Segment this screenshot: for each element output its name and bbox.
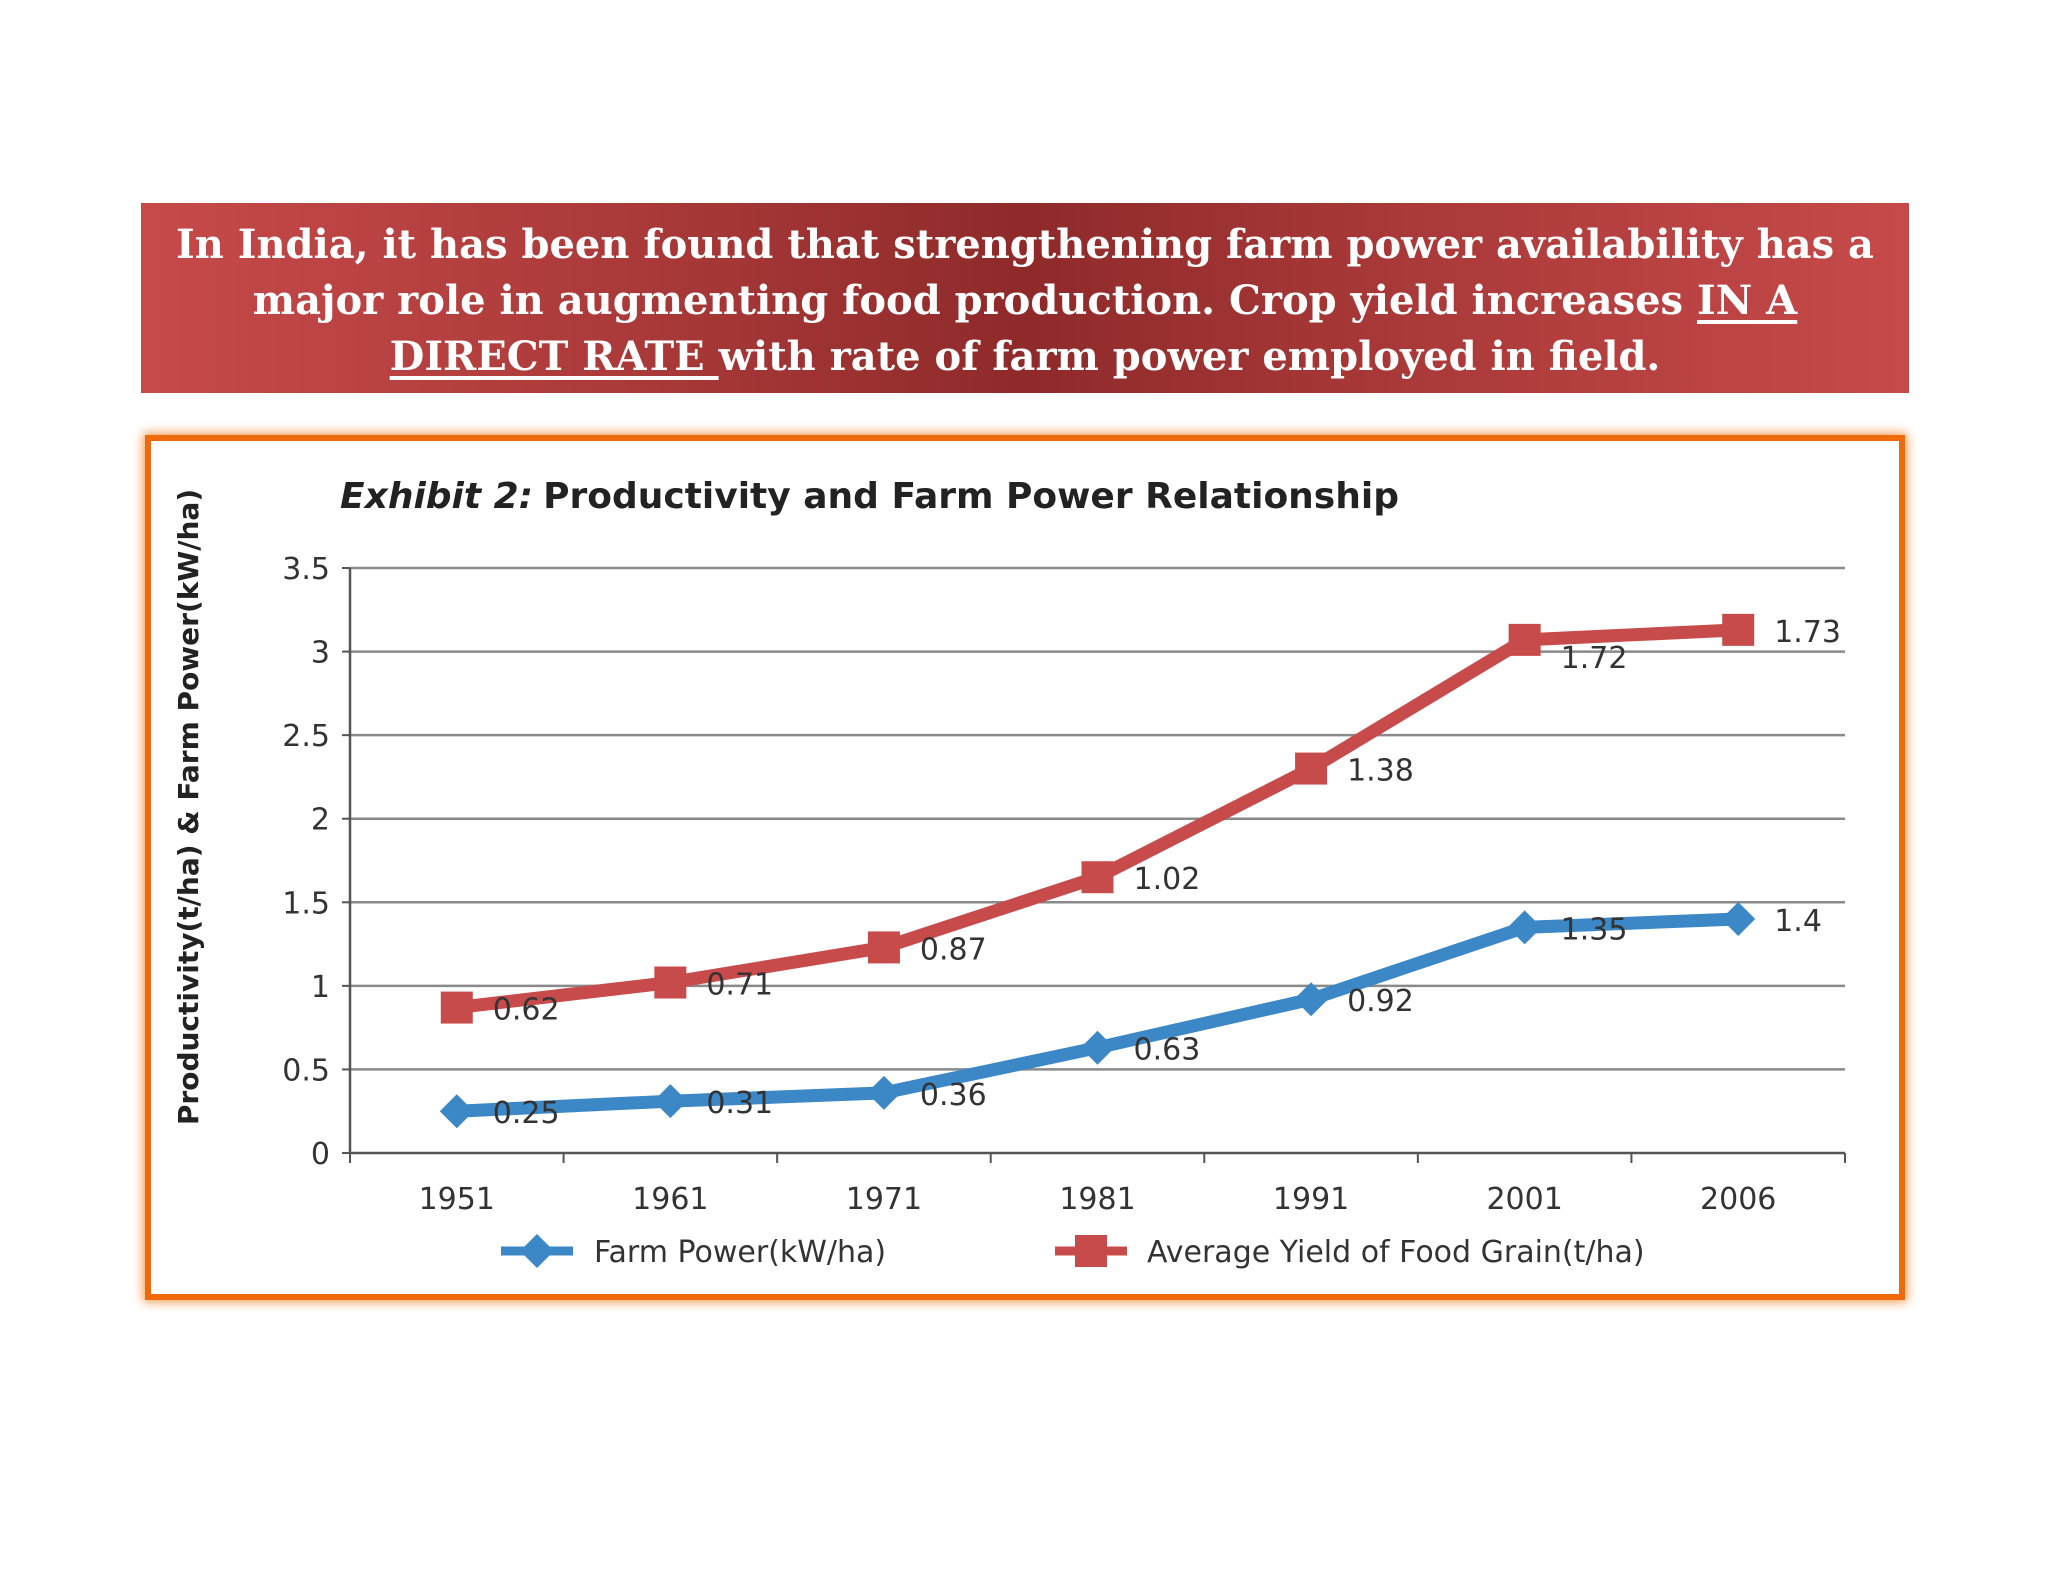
legend-label: Farm Power(kW/ha) (594, 1235, 886, 1270)
banner-text-before: In India, it has been found that strengt… (176, 221, 1874, 324)
diamond-marker (1507, 910, 1542, 945)
y-tick-label: 2 (311, 803, 330, 838)
data-label: 0.87 (920, 932, 987, 967)
diamond-marker (1721, 902, 1756, 936)
data-label: 1.72 (1561, 641, 1628, 676)
diamond-marker (439, 1094, 474, 1129)
chart-title-prefix: Exhibit 2: (340, 476, 533, 517)
square-marker (867, 931, 900, 964)
y-tick-label: 2.5 (282, 719, 330, 754)
data-label: 1.02 (1134, 862, 1201, 897)
banner-text-after: with rate of farm power employed in fiel… (718, 333, 1661, 380)
diamond-marker (653, 1084, 688, 1119)
diamond-marker (520, 1234, 554, 1268)
headline-banner: In India, it has been found that strengt… (141, 203, 1909, 393)
axes: 0 0.5 1 1.5 2 2.5 3 3.5 1951 1961 1971 1981 1991 2001… (282, 552, 1846, 1217)
data-label: 0.25 (493, 1096, 560, 1131)
square-marker (654, 966, 687, 999)
data-label: 1.4 (1774, 904, 1822, 939)
data-label: 0.31 (706, 1086, 773, 1121)
y-tick-label: 0.5 (282, 1053, 330, 1088)
y-tick-label: 3.5 (282, 552, 330, 587)
data-labels: 0.25 0.31 0.36 0.63 0.92 1.35 1.4 0.62 0.71 0.87 1… (493, 615, 1841, 1131)
square-marker (1508, 623, 1541, 656)
data-label: 1.38 (1347, 754, 1414, 789)
diamond-marker (866, 1075, 901, 1110)
chart-title: Exhibit 2: Productivity and Farm Power Re… (340, 476, 1399, 517)
x-tick-label: 1991 (1273, 1182, 1349, 1217)
y-tick-label: 3 (311, 636, 330, 671)
data-label: 1.35 (1561, 912, 1628, 947)
banner-text-underlined: IN A DIRECT RATE (389, 277, 1798, 380)
square-marker (1081, 861, 1114, 894)
y-tick-label: 0 (311, 1137, 330, 1172)
chart-title-main: Productivity and Farm Power Relationship (543, 476, 1399, 517)
data-label: 0.62 (493, 993, 560, 1028)
grid-lines (350, 566, 1845, 1071)
square-marker (440, 991, 473, 1024)
data-label: 0.92 (1347, 984, 1414, 1019)
series-line (450, 912, 1745, 1118)
data-label: 0.36 (920, 1078, 987, 1113)
legend-label: Average Yield of Food Grain(t/ha) (1147, 1235, 1645, 1270)
y-tick-label: 1.5 (282, 886, 330, 921)
x-tick-label: 2006 (1700, 1182, 1776, 1217)
x-tick-label: 2001 (1486, 1182, 1562, 1217)
square-marker (1295, 752, 1328, 785)
square-marker (1722, 613, 1755, 646)
y-axis-label: Productivity(t/ha) & Farm Power(kW/ha) (172, 489, 205, 1125)
series-lines (439, 613, 1756, 1129)
x-tick-label: 1971 (846, 1182, 922, 1217)
line-chart: 0 0.5 1 1.5 2 2.5 3 3.5 1951 1961 1971 1981 1991 2001… (172, 476, 1846, 1270)
data-label: 0.63 (1134, 1033, 1201, 1068)
chart-frame: 0 0.5 1 1.5 2 2.5 3 3.5 1951 1961 1971 1981 1991 2001… (145, 435, 1905, 1300)
data-label: 0.71 (706, 968, 773, 1003)
square-marker (1075, 1235, 1107, 1267)
x-tick-label: 1981 (1059, 1182, 1135, 1217)
x-tick-label: 1951 (419, 1182, 495, 1217)
x-tick-label: 1961 (632, 1182, 708, 1217)
legend: Farm Power(kW/ha) Average Yield of Food G… (501, 1234, 1645, 1270)
diamond-marker (1080, 1030, 1115, 1065)
y-tick-label: 1 (311, 970, 330, 1005)
data-label: 1.73 (1774, 615, 1841, 650)
diamond-marker (1294, 982, 1329, 1017)
